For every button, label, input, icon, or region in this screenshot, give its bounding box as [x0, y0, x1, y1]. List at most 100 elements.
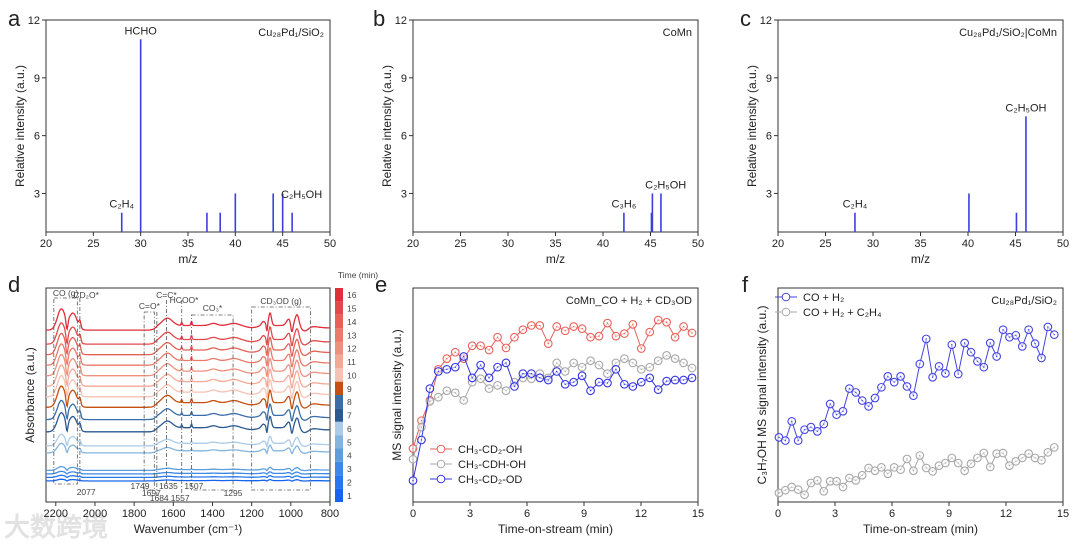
spectrum-line-14: [46, 332, 330, 357]
data-point-center: [835, 413, 838, 416]
panel-letter: c: [740, 6, 751, 31]
panel-a: a 20 25 30 35 40 45 50 m/z Relative intensity (a.…: [8, 6, 336, 266]
spectrum-line-12: [46, 353, 330, 378]
colorbar-label: 6: [347, 424, 352, 434]
data-point-center: [989, 342, 991, 344]
x-tick-label: 35: [549, 238, 561, 250]
data-point-center: [816, 430, 819, 433]
data-point-center: [691, 332, 693, 334]
data-point-center: [640, 347, 642, 350]
data-point-center: [880, 386, 883, 388]
x-tick-label: 3: [832, 508, 838, 520]
x-axis-title: m/z: [911, 252, 930, 266]
data-point-center: [1047, 451, 1049, 454]
data-point-center: [539, 377, 541, 379]
region-box: [53, 297, 78, 485]
x-tick-label: 40: [597, 238, 609, 250]
data-point-center: [488, 349, 490, 351]
data-point-center: [784, 439, 787, 442]
data-point-center: [855, 479, 857, 482]
data-point-center: [471, 377, 473, 379]
peak-label: C₂H₅OH: [1005, 102, 1046, 114]
spectrum-line-6: [46, 433, 330, 449]
data-point-center: [778, 492, 780, 494]
data-point-center: [632, 362, 634, 364]
legend-label: CH₃-CD₂-OH: [458, 444, 522, 456]
data-point-center: [919, 454, 921, 457]
data-point-center: [938, 464, 940, 467]
x-tick-label: 30: [867, 238, 879, 250]
data-point-center: [983, 452, 985, 454]
panel-letter: a: [8, 6, 21, 31]
colorbar-label: 16: [347, 290, 357, 300]
data-point-center: [496, 366, 499, 368]
data-point-center: [623, 332, 626, 335]
x-tick-label: 6: [524, 508, 530, 520]
y-tick-label: 9: [401, 73, 407, 85]
legend-label: CO + H₂ + C₂H₄: [803, 307, 882, 319]
data-point-center: [589, 390, 592, 392]
data-point-center: [564, 370, 566, 373]
colorbar-label: 2: [347, 477, 352, 487]
x-tick-label: 20: [40, 238, 52, 250]
data-point-center: [1040, 357, 1043, 359]
data-point-center: [598, 364, 600, 366]
data-point-center: [925, 338, 927, 340]
wavenumber-label: 1507: [184, 481, 203, 491]
data-point-center: [496, 336, 499, 338]
data-point-center: [944, 462, 947, 464]
data-point-center: [931, 470, 934, 473]
data-point-center: [976, 457, 979, 459]
data-point-center: [951, 344, 953, 346]
x-tick-label: 45: [277, 238, 289, 250]
x-tick-label: 25: [87, 238, 99, 250]
data-point-center: [564, 330, 566, 332]
colorbar-swatch: [335, 461, 343, 476]
y-axis-title: C₃H₇OH MS signal intensity (a.u.): [755, 305, 769, 484]
data-point-center: [1053, 333, 1055, 336]
data-point-center: [412, 447, 414, 450]
region-label: CO₃*: [203, 303, 223, 313]
data-point-center: [957, 462, 959, 464]
data-point-center: [572, 325, 575, 328]
data-point-center: [842, 486, 844, 488]
x-tick-label: 9: [946, 508, 952, 520]
region-box: [143, 311, 155, 491]
data-point-center: [657, 319, 659, 321]
data-point-center: [598, 381, 600, 383]
peak-label: C₂H₅OH: [281, 189, 322, 201]
data-point-center: [505, 362, 507, 364]
legend-marker: [436, 444, 446, 454]
panel-b: b 20 25 30 35 40 45 50 m/z Relative intensity (a.…: [373, 6, 704, 266]
series-line: [412, 354, 693, 460]
colorbar-label: 5: [347, 437, 352, 447]
x-tick-label: 25: [454, 238, 466, 250]
x-tick-label: 45: [644, 238, 656, 250]
x-tick-label: 45: [1009, 238, 1021, 250]
data-point-center: [657, 360, 659, 362]
wavenumber-label: 1295: [224, 488, 243, 498]
spectrum-line-9: [46, 385, 330, 410]
data-point-center: [649, 331, 651, 333]
wavenumber-label: 1697: [142, 488, 161, 498]
colorbar-label: 12: [347, 344, 357, 354]
peak-label: C₃H₆: [611, 199, 636, 211]
x-tick-label: 1600: [161, 508, 185, 520]
colorbar-swatch: [335, 288, 343, 302]
data-point-center: [906, 458, 908, 460]
data-point-center: [420, 439, 423, 441]
data-point-center: [412, 458, 414, 460]
plot-frame: [777, 19, 1064, 233]
data-point-center: [530, 324, 533, 327]
data-point-center: [784, 489, 787, 491]
data-point-center: [513, 336, 516, 338]
data-point-center: [606, 382, 609, 384]
y-tick-label: 12: [28, 15, 40, 27]
data-point-center: [1034, 457, 1036, 459]
x-tick-label: 35: [182, 238, 194, 250]
spectrum-line-15: [46, 322, 330, 347]
legend-marker: [781, 292, 791, 302]
data-point-center: [649, 377, 651, 379]
y-axis-title: Relative intensity (a.u.): [745, 65, 759, 187]
y-tick-label: 9: [34, 73, 40, 85]
